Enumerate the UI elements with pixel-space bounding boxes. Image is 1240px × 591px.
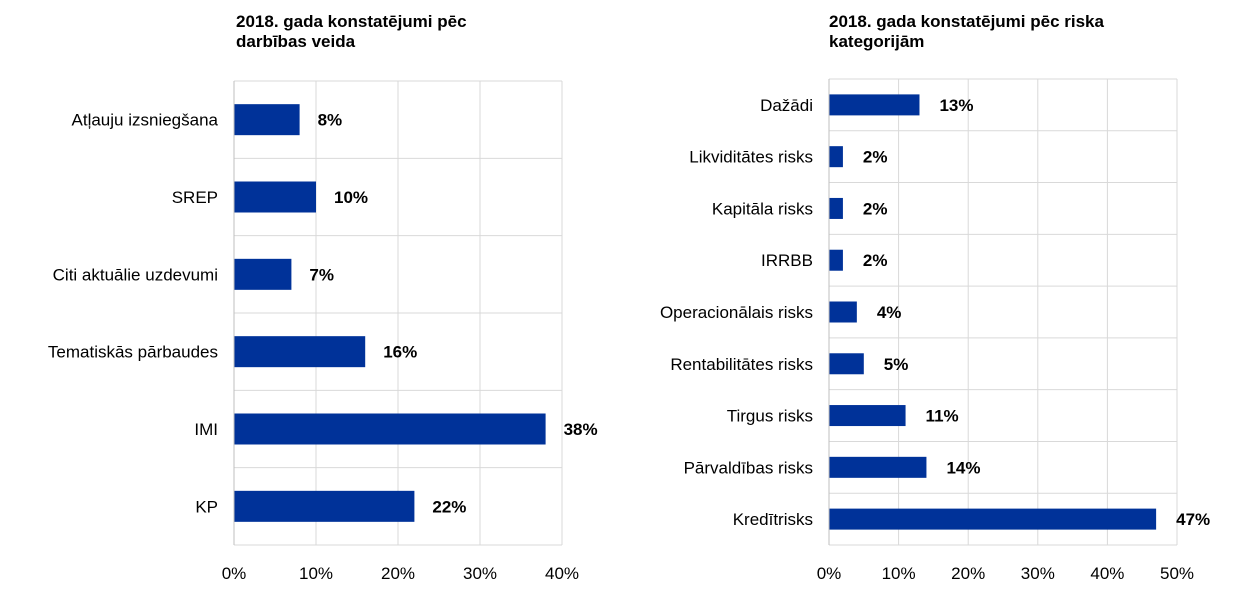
value-label: 16%: [383, 343, 417, 362]
x-tick-label: 40%: [545, 564, 579, 583]
bar: [234, 104, 300, 136]
value-label: 10%: [334, 188, 368, 207]
bar: [234, 336, 366, 368]
bar: [234, 181, 316, 213]
x-tick-label: 10%: [299, 564, 333, 583]
value-label: 8%: [318, 111, 343, 130]
chart-2-title: 2018. gada konstatējumi pēc riska katego…: [829, 12, 1104, 51]
x-tick-label: 0%: [222, 564, 247, 583]
category-label: KP: [195, 497, 218, 516]
value-label: 38%: [564, 420, 598, 439]
category-label: Citi aktuālie uzdevumi: [53, 265, 218, 284]
category-label: Tematiskās pārbaudes: [48, 343, 218, 362]
category-label: IMI: [194, 420, 218, 439]
category-label: SREP: [172, 188, 218, 207]
value-label: 22%: [432, 497, 466, 516]
x-tick-label: 20%: [381, 564, 415, 583]
x-tick-label: 30%: [463, 564, 497, 583]
category-label: Atļauju izsniegšana: [72, 111, 219, 130]
chart-1-title: 2018. gada konstatējumi pēc darbības vei…: [236, 12, 467, 51]
bar: [234, 258, 292, 290]
value-label: 7%: [309, 265, 334, 284]
bar: [234, 413, 546, 445]
bar: [234, 490, 415, 522]
